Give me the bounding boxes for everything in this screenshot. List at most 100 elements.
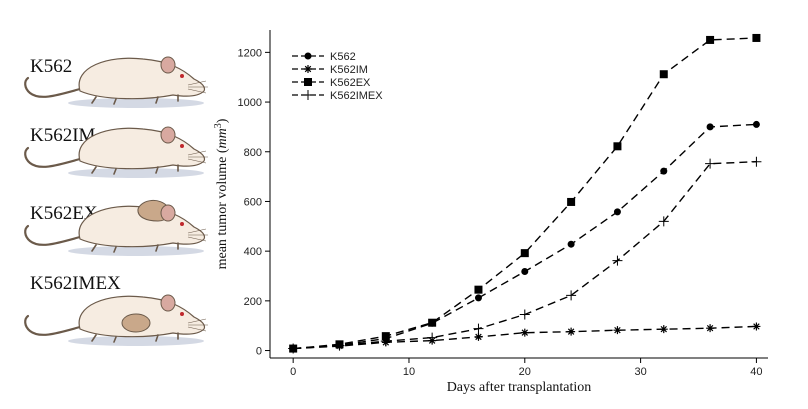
mouse-feet (91, 242, 179, 253)
data-point-k562imex (751, 156, 762, 167)
data-point-k562imex (612, 255, 623, 266)
data-point-k562im (752, 322, 761, 331)
mouse-eye (180, 74, 184, 78)
data-point-k562im (613, 326, 622, 335)
data-point-k562imex (288, 343, 299, 354)
mouse-tail (24, 314, 82, 336)
data-point-k562imex (473, 323, 484, 334)
legend-label-k562imex: K562IMEX (330, 90, 383, 102)
y-axis-label: mean tumor volume (mm3) (213, 118, 231, 269)
mouse-eye (180, 144, 184, 148)
data-point-k562im (567, 327, 576, 336)
mouse-tumor (121, 313, 151, 333)
data-point-k562ex (428, 318, 437, 327)
mouse-label-k562ex: K562EX (30, 203, 98, 224)
mouse-body (78, 127, 206, 170)
legend-label-k562im: K562IM (330, 64, 368, 76)
y-tick-label: 800 (244, 147, 262, 159)
data-point-k562imex (566, 290, 577, 301)
data-point-k562 (567, 240, 575, 248)
mouse-tail (24, 76, 82, 98)
data-point-k562 (752, 120, 760, 128)
legend-marker-k562 (304, 52, 312, 60)
mouse-ear (160, 56, 176, 74)
x-tick-label: 20 (519, 366, 531, 378)
mouse-illustration-panel: K562 K562IM K562EX K562IMEX (0, 0, 225, 409)
legend-entry-k562: K562 (292, 51, 356, 63)
data-point-k562ex (706, 35, 715, 44)
mouse-eye (180, 312, 184, 316)
mouse-k562ex-icon (24, 200, 208, 256)
mouse-k562im-icon (24, 126, 208, 178)
legend-entry-k562ex: K562EX (292, 77, 371, 89)
mouse-shadow (68, 168, 204, 178)
data-point-k562imex (427, 332, 438, 343)
y-axis-label-suffix: ) (215, 118, 230, 123)
mouse-k562-icon (24, 56, 208, 108)
mouse-whiskers (187, 228, 208, 242)
mouse-ear (160, 126, 176, 144)
data-point-k562ex (474, 285, 483, 294)
chart-series-layer (288, 33, 762, 354)
legend-label-k562ex: K562EX (330, 77, 371, 89)
data-point-k562imex (519, 309, 530, 320)
x-axis-label: Days after transplantation (447, 380, 592, 395)
x-tick-label: 10 (403, 366, 415, 378)
y-tick-label: 200 (244, 296, 262, 308)
series-k562imex (288, 156, 762, 354)
data-point-k562ex (659, 70, 668, 79)
mouse-whiskers (187, 150, 208, 164)
legend-marker-k562ex (304, 78, 312, 86)
mouse-label-k562imex: K562IMEX (30, 273, 121, 294)
mouse-whiskers (187, 318, 208, 332)
mouse-label-k562: K562 (30, 56, 73, 77)
y-tick-label: 400 (244, 246, 262, 258)
mouse-feet (91, 164, 179, 175)
mouse-ear (160, 204, 176, 222)
series-k562im (289, 322, 761, 353)
data-point-k562im (474, 332, 483, 341)
data-point-k562im (520, 328, 529, 337)
data-point-k562 (613, 208, 621, 216)
mouse-shadow (68, 246, 204, 256)
y-axis-label-prefix: mean tumor volume ( (215, 148, 230, 269)
legend-label-k562: K562 (330, 51, 356, 63)
mouse-body (78, 57, 206, 100)
data-point-k562im (706, 324, 715, 333)
y-axis-label-exponent: 3 (213, 123, 224, 128)
data-point-k562ex (613, 142, 622, 151)
data-point-k562im (659, 325, 668, 334)
x-tick-label: 40 (750, 366, 762, 378)
data-point-k562imex (658, 216, 669, 227)
legend-marker-k562imex (303, 90, 313, 100)
mouse-feet (91, 94, 179, 105)
x-tick-label: 30 (634, 366, 646, 378)
mouse-eye (180, 222, 184, 226)
data-point-k562 (521, 268, 529, 276)
mouse-k562imex-icon (24, 294, 208, 346)
mouse-shadow (68, 98, 204, 108)
mouse-tail (24, 224, 82, 246)
data-point-k562imex (334, 340, 345, 351)
mouse-whiskers (187, 80, 208, 94)
y-tick-label: 1000 (238, 97, 262, 109)
data-point-k562ex (567, 197, 576, 206)
data-point-k562ex (520, 249, 529, 258)
legend-entry-k562im: K562IM (292, 64, 368, 76)
y-axis-label-unit: mm (215, 128, 230, 148)
data-point-k562imex (380, 336, 391, 347)
legend-entry-k562imex: K562IMEX (292, 90, 383, 102)
y-tick-label: 0 (256, 346, 262, 358)
data-point-k562 (474, 294, 482, 302)
mouse-ear (160, 294, 176, 312)
legend-marker-k562im (304, 65, 312, 73)
mouse-shadow (68, 336, 204, 346)
mouse-feet (91, 332, 179, 343)
mouse-tail (24, 146, 82, 168)
y-tick-label: 1200 (238, 47, 262, 59)
x-tick-label: 0 (290, 366, 296, 378)
data-point-k562 (660, 167, 668, 175)
